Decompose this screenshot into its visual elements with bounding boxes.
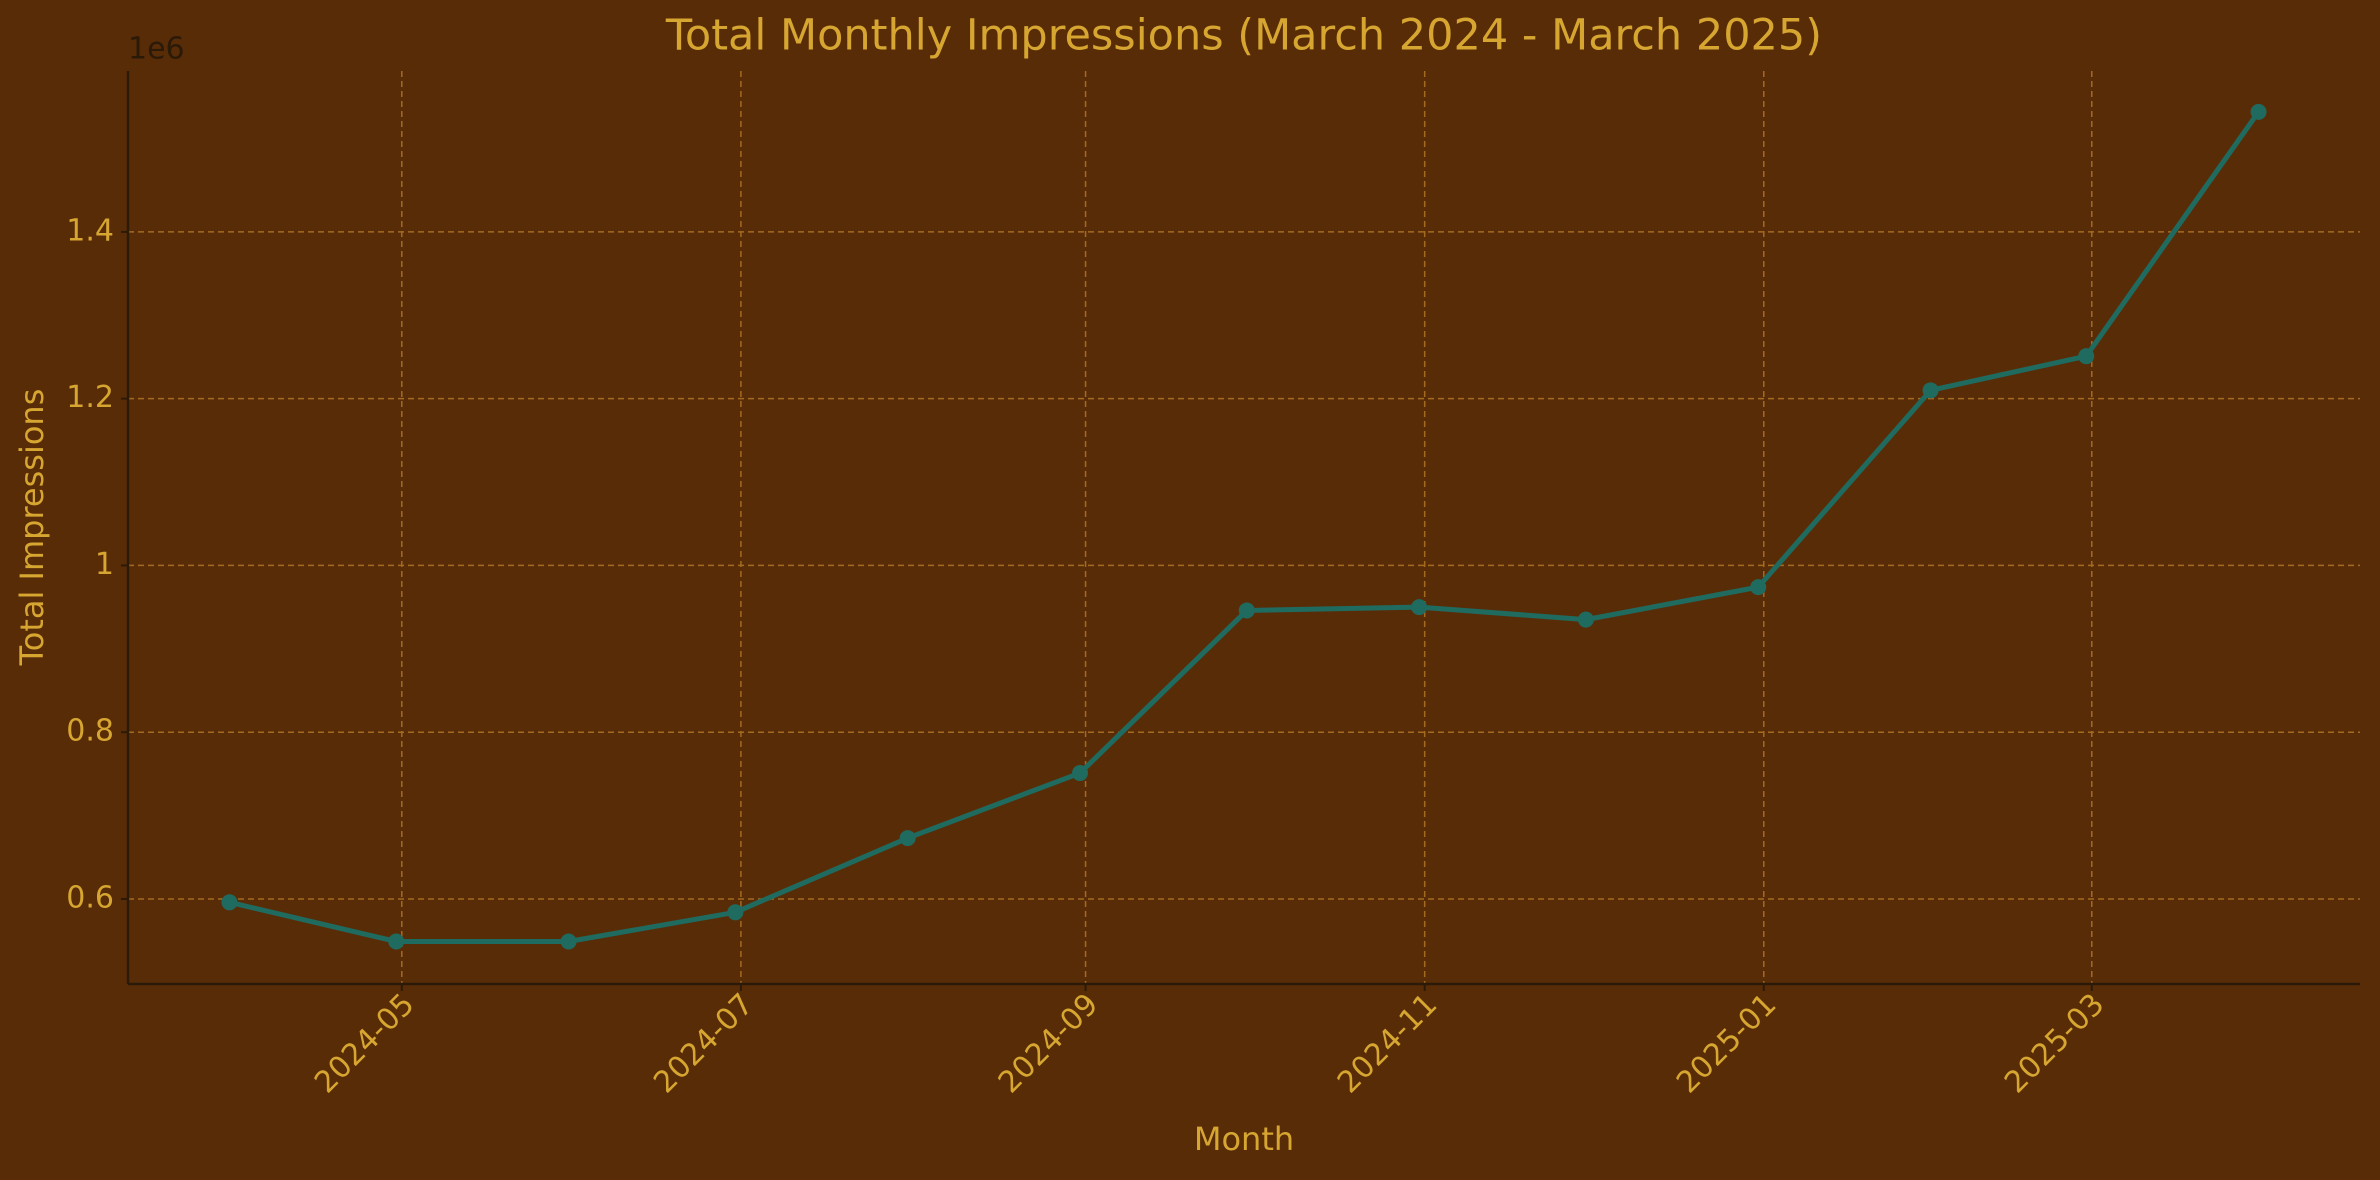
- data-point: [221, 894, 238, 911]
- data-point: [560, 933, 577, 950]
- data-point: [727, 904, 744, 921]
- data-point: [2250, 103, 2267, 120]
- y-tick-label: 1: [95, 547, 114, 582]
- data-point: [1922, 382, 1939, 399]
- data-point: [1072, 765, 1089, 782]
- data-point: [388, 933, 405, 950]
- data-point: [1411, 599, 1428, 616]
- y-tick-label: 1.4: [66, 213, 114, 248]
- data-point: [2078, 348, 2095, 365]
- data-point: [1238, 602, 1255, 619]
- data-point: [1577, 611, 1594, 628]
- chart-title: Total Monthly Impressions (March 2024 - …: [665, 11, 1822, 61]
- x-axis-label: Month: [1194, 1120, 1294, 1158]
- data-point: [899, 830, 916, 847]
- y-tick-label: 0.6: [66, 880, 114, 915]
- y-tick-label: 0.8: [66, 714, 114, 749]
- data-point: [1750, 579, 1767, 596]
- y-axis-label: Total Impressions: [13, 389, 51, 667]
- y-offset-label: 1e6: [128, 32, 185, 67]
- y-tick-label: 1.2: [66, 380, 114, 415]
